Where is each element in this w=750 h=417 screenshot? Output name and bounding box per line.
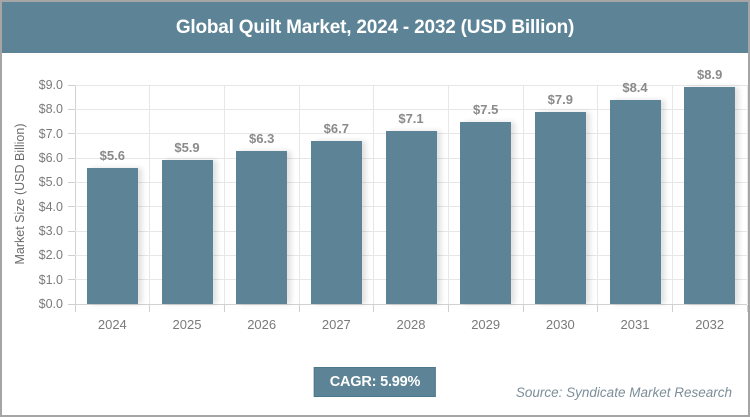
bar-2028 [385,131,437,304]
x-tick-label: 2026 [247,317,277,332]
gridline-vertical [597,85,599,304]
cagr-badge-label: CAGR: 5.99% [329,374,421,390]
y-axis-tick [68,181,75,183]
gridline-horizontal [75,84,747,86]
x-axis-tick [373,305,375,312]
x-axis-line [75,304,747,305]
gridline-vertical [447,85,449,304]
y-tick-label: $6.0 [38,151,63,165]
bar-value-label: $7.5 [473,101,499,117]
x-tick-label: 2024 [97,317,127,332]
y-tick-label: $3.0 [38,224,63,238]
bar-2024 [86,167,138,304]
bar-2027 [310,140,362,304]
y-axis-tick [68,108,75,110]
x-tick-label: 2025 [172,317,202,332]
y-axis-tick [68,230,75,232]
gridline-horizontal [75,108,747,110]
bar-2031 [609,99,661,304]
gridline-vertical [149,85,151,304]
x-tick-label: 2027 [321,317,351,332]
y-tick-label: $5.0 [38,175,63,190]
y-tick-label: $4.0 [38,199,63,214]
y-axis-tick [68,206,75,208]
y-tick-label: $9.0 [38,78,63,92]
cagr-badge: CAGR: 5.99% [313,367,437,397]
x-tick-label: 2032 [695,317,725,332]
bar-value-label: $6.3 [249,130,275,146]
chart-title-bar: Global Quilt Market, 2024 - 2032 (USD Bi… [2,2,748,53]
bar-value-label: $5.9 [174,140,200,156]
gridline-vertical [746,85,748,304]
y-tick-label: $0.0 [38,297,63,311]
bar-value-label: $7.1 [398,111,424,127]
gridline-vertical [373,85,375,304]
y-tick-label: $1.0 [38,272,63,287]
x-axis-tick [597,305,599,312]
x-axis-tick [447,305,449,312]
bar-2030 [534,111,586,304]
y-tick-label: $8.0 [38,102,63,117]
y-axis-tick [68,84,75,86]
plot-area: $0.0 $1.0 $2.0 $3.0 $4.0 $5.0 $6.0 $7.0 $8.0 $9.0… [39,67,748,332]
source-note: Source: Syndicate Market Research [515,385,732,400]
x-axis-tick [746,305,748,312]
x-tick-label: 2031 [620,317,650,332]
y-axis-title: Market Size (USD Billion) [13,123,27,265]
y-tick-label: $7.0 [38,126,63,141]
x-axis-tick [223,305,225,312]
bar-2029 [460,121,512,304]
y-axis-tick [68,157,75,159]
bar-2026 [236,150,288,304]
x-tick-label: 2028 [396,317,426,332]
gridline-vertical [298,85,300,304]
x-axis-tick [298,305,300,312]
chart-title: Global Quilt Market, 2024 - 2032 (USD Bi… [175,16,575,38]
x-axis-tick [149,305,151,312]
x-axis-tick [522,305,524,312]
x-axis-tick [74,305,76,312]
bar-value-label: $6.7 [323,120,349,136]
x-tick-label: 2030 [545,317,575,332]
y-axis-tick [68,303,75,305]
y-tick-label: $2.0 [38,248,63,263]
bar-value-label: $8.4 [622,79,648,95]
x-tick-label: 2029 [471,317,501,332]
bar-2025 [161,160,213,304]
y-axis-tick [68,254,75,256]
y-axis-tick [68,279,75,281]
bar-value-label: $5.6 [99,147,125,163]
x-axis-tick [671,305,673,312]
gridline-vertical [223,85,225,304]
y-axis-tick [68,133,75,135]
y-axis-line [75,85,76,304]
bar-value-label: $8.9 [697,67,723,83]
bar-2032 [684,87,736,304]
gridline-vertical [522,85,524,304]
gridline-vertical [671,85,673,304]
bar-value-label: $7.9 [547,91,573,107]
